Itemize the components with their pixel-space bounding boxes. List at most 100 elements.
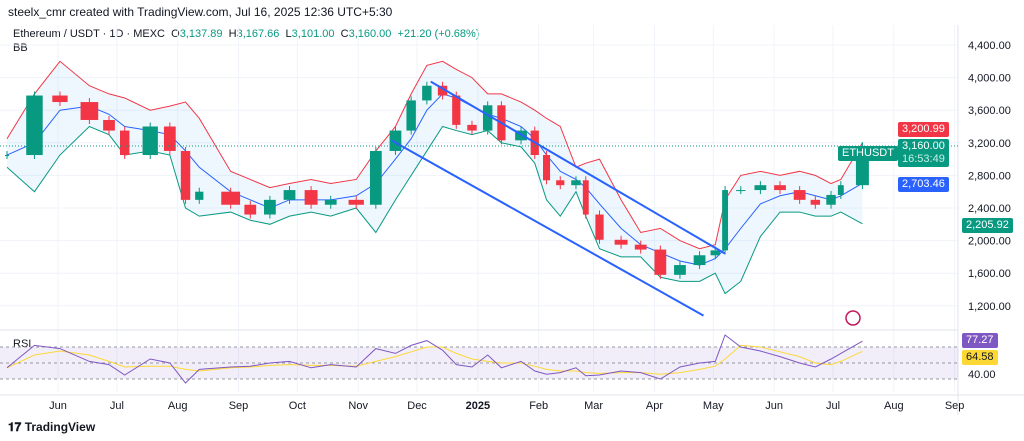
open-value: 3,137.89 [179,28,223,40]
rsi-ma-value-tag: 64.58 [962,350,998,365]
open-label: O [171,28,180,40]
logo-icon: 𝟏𝟕 [8,420,25,434]
candle [774,185,786,191]
high-value: 3,167.66 [236,28,280,40]
candle [52,95,68,103]
candle [369,150,382,205]
candle [244,204,257,215]
candle [754,185,767,191]
candle [452,95,461,125]
rsi-ma-line [6,344,863,375]
candle [467,124,477,131]
tradingview-logo: 𝟏𝟕 TradingView [8,420,95,435]
time-axis-tick: Jun [49,400,67,412]
candle [283,190,296,200]
price-axis-tick: 3,600.00 [968,105,1011,117]
high-label: H [228,28,237,40]
credit-text: steelx_cmr created with TradingView.com,… [8,5,393,19]
candle [595,214,604,240]
price-axis-tick: 4,000.00 [968,73,1011,85]
candle [389,130,402,151]
time-axis-tick: Oct [289,400,306,412]
candle [634,244,647,250]
price-axis-tick: 1,200.00 [968,301,1011,313]
time-axis-tick: Jul [110,400,124,412]
candle [4,155,9,157]
candle [736,190,746,192]
candle [221,191,241,205]
rsi-axis-tick: 40.00 [968,369,996,381]
price-axis-tick: 1,600.00 [968,268,1011,280]
time-axis-tick: Sep [229,400,249,412]
time-axis-tick: Nov [348,400,368,412]
candle [437,85,448,96]
change-value: +21.20 (+0.68%) [397,28,480,40]
last-price-tag: 3,160.00 16:53:49 [898,139,949,167]
time-axis-tick: Sep [945,400,965,412]
candle [826,194,836,205]
candle [304,190,318,205]
price-axis-tick: 4,400.00 [968,40,1011,52]
time-axis-tick: Apr [646,400,663,412]
candle [837,185,844,195]
candle [543,155,551,181]
bb-lower-price-tag: 2,205.92 [962,218,1013,233]
candle [195,191,204,200]
close-label: C [340,28,349,40]
candle [80,102,99,120]
bb-band-fill [6,61,863,294]
time-axis-tick: May [703,400,724,412]
candle [556,180,565,186]
candle [710,250,720,256]
symbol-name: Ethereum / USDT · 1D · MEXC [13,28,165,40]
candle [422,85,432,101]
lightning-icon [845,310,861,326]
candle [103,119,115,131]
low-value: 3,101.00 [291,28,335,40]
candle [26,95,43,156]
time-axis-tick: Mar [584,400,603,412]
candle [582,180,589,215]
rsi-value-tag: 77.27 [962,333,998,348]
brand-name: TradingView [24,420,96,434]
candle [163,126,176,151]
time-axis-tick: Jun [765,400,783,412]
bb-upper-price-tag: 3,200.99 [898,122,949,137]
candle [793,190,806,200]
candle [324,199,337,205]
time-axis-tick: Dec [407,400,427,412]
low-label: L [285,28,292,40]
candle [693,255,706,266]
time-axis-tick: Jul [826,400,840,412]
candle [348,199,364,205]
candle [674,265,686,275]
symbol-legend: Ethereum / USDT · 1D · MEXC O3,137.89 H3… [13,28,479,40]
candle [119,130,130,156]
candle [482,105,493,131]
rsi-line [6,334,863,384]
price-axis-tick: 2,000.00 [968,236,1011,248]
price-axis-tick: 3,200.00 [968,138,1011,150]
channel-trendline [430,80,726,255]
close-value: 3,160.00 [348,28,392,40]
time-axis-tick: Feb [529,400,548,412]
time-axis-tick: Aug [884,400,904,412]
bb-basis-price-tag: 2,703.46 [898,177,949,192]
candle [406,100,416,131]
price-axis-tick: 2,400.00 [968,203,1011,215]
candle [571,180,581,186]
candle [722,190,729,251]
candle [180,150,191,200]
price-axis-tick: 2,800.00 [968,170,1011,182]
candle [654,249,667,275]
time-axis-tick: Aug [168,400,188,412]
last-price-value: 3,160.00 [902,140,945,152]
symbol-price-label: ETHUSDT [838,146,898,161]
candle [810,199,821,205]
time-axis-tick: 2025 [466,400,490,412]
countdown-timer: 16:53:49 [902,153,945,165]
candle [264,199,276,215]
candle [142,126,158,156]
